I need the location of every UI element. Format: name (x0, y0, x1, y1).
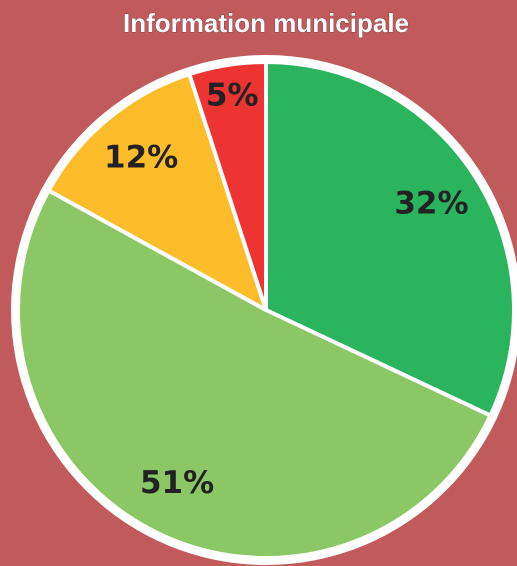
value-label: 5% (206, 77, 259, 113)
pie-slice (16, 188, 493, 560)
value-label: 51% (140, 465, 214, 501)
value-label: 12% (104, 140, 178, 176)
value-label: 32% (394, 186, 468, 222)
pie-slice (46, 72, 268, 312)
pie-slice (264, 60, 516, 418)
pie-slice (187, 60, 268, 312)
chart-title: Information municipale (123, 8, 409, 38)
